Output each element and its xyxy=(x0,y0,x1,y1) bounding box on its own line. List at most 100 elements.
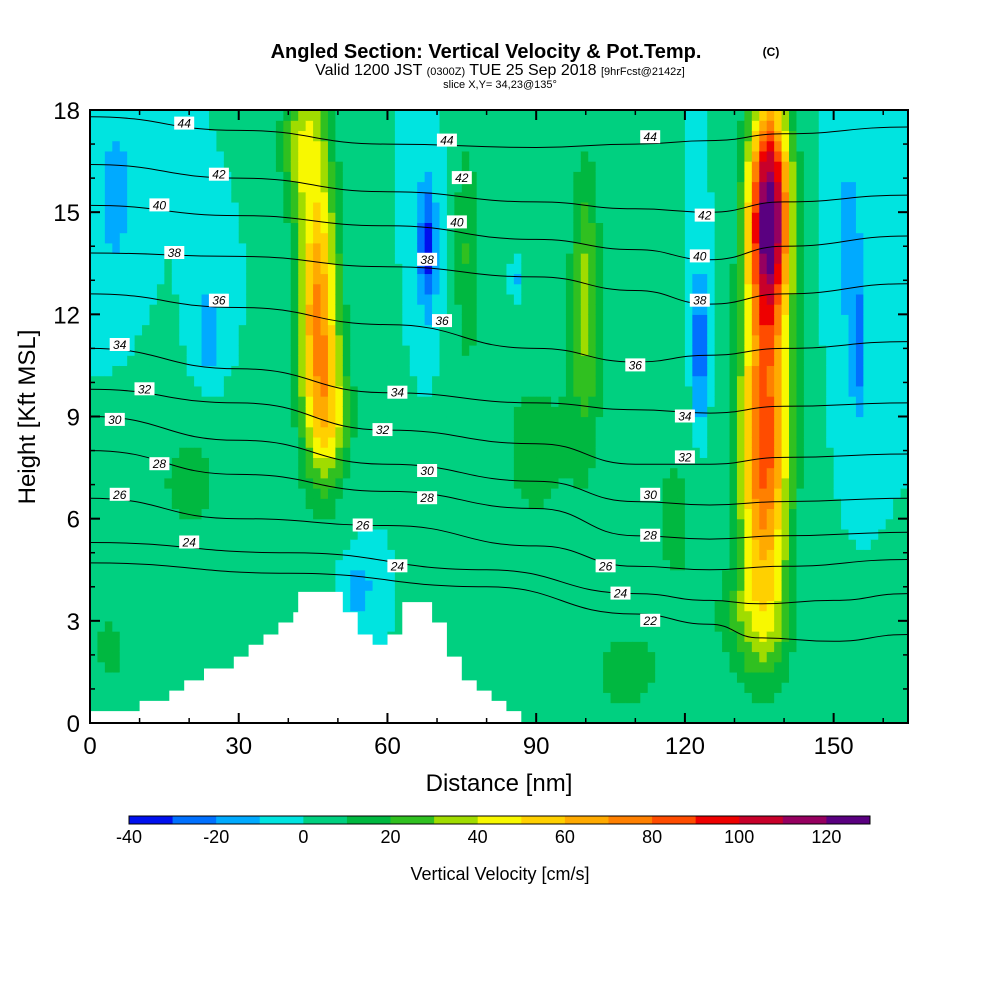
velocity-cell xyxy=(580,508,589,520)
velocity-cell xyxy=(97,467,106,479)
velocity-cell xyxy=(342,549,351,561)
velocity-cell xyxy=(692,447,701,458)
velocity-cell xyxy=(662,569,671,581)
velocity-cell xyxy=(246,283,255,295)
velocity-cell xyxy=(506,457,515,469)
velocity-cell xyxy=(231,477,240,489)
velocity-cell xyxy=(327,304,336,315)
velocity-cell xyxy=(476,406,485,418)
velocity-cell xyxy=(201,263,210,275)
velocity-cell xyxy=(208,120,218,132)
velocity-cell xyxy=(565,150,574,162)
velocity-cell xyxy=(127,426,136,438)
velocity-cell xyxy=(119,590,128,601)
velocity-cell xyxy=(142,508,151,520)
velocity-cell xyxy=(171,304,180,315)
velocity-cell xyxy=(617,150,627,162)
velocity-cell xyxy=(216,140,225,152)
velocity-cell xyxy=(424,181,433,193)
velocity-cell xyxy=(394,375,403,387)
velocity-cell xyxy=(588,355,597,367)
velocity-cell xyxy=(216,569,225,581)
velocity-cell xyxy=(231,242,240,254)
velocity-cell xyxy=(476,385,485,397)
velocity-cell xyxy=(402,130,411,142)
velocity-cell xyxy=(573,569,582,581)
velocity-cell xyxy=(283,181,292,193)
velocity-cell xyxy=(142,283,151,295)
velocity-cell xyxy=(142,130,151,142)
velocity-cell xyxy=(261,447,270,458)
velocity-cell xyxy=(662,314,671,326)
velocity-cell xyxy=(558,539,567,550)
velocity-cell xyxy=(387,447,396,458)
velocity-cell xyxy=(446,181,455,193)
velocity-cell xyxy=(268,416,277,428)
velocity-cell xyxy=(104,610,113,622)
velocity-cell xyxy=(536,355,545,367)
velocity-cell xyxy=(677,712,686,723)
velocity-cell xyxy=(528,682,537,693)
velocity-cell xyxy=(201,161,210,172)
velocity-cell xyxy=(156,385,165,397)
velocity-cell xyxy=(208,181,218,193)
velocity-cell xyxy=(261,528,270,540)
velocity-cell xyxy=(268,610,277,622)
velocity-cell xyxy=(275,590,284,601)
velocity-cell xyxy=(97,365,106,377)
velocity-cell xyxy=(134,671,143,683)
velocity-cell xyxy=(194,222,203,234)
velocity-cell xyxy=(149,600,158,612)
velocity-cell xyxy=(439,355,448,367)
velocity-cell xyxy=(476,150,485,162)
velocity-cell xyxy=(238,130,247,142)
velocity-cell xyxy=(439,590,448,601)
velocity-cell xyxy=(179,528,188,540)
velocity-cell xyxy=(171,457,180,469)
velocity-cell xyxy=(238,171,247,183)
velocity-cell xyxy=(409,406,418,418)
velocity-cell xyxy=(327,212,336,223)
velocity-cell xyxy=(149,488,158,499)
velocity-cell xyxy=(90,324,99,336)
velocity-cell xyxy=(565,620,574,632)
velocity-cell xyxy=(454,344,463,356)
velocity-cell xyxy=(394,110,403,121)
velocity-cell xyxy=(149,365,158,377)
velocity-cell xyxy=(506,283,515,295)
velocity-cell xyxy=(216,600,225,612)
velocity-cell xyxy=(119,375,128,387)
velocity-cell xyxy=(380,304,389,315)
velocity-cell xyxy=(617,355,627,367)
velocity-cell xyxy=(528,396,537,407)
velocity-cell xyxy=(194,283,203,295)
velocity-cell xyxy=(647,671,656,683)
velocity-cell xyxy=(469,559,478,571)
velocity-cell xyxy=(394,283,403,295)
velocity-cell xyxy=(424,549,433,561)
velocity-cell xyxy=(677,385,686,397)
velocity-cell xyxy=(670,385,679,397)
velocity-cell xyxy=(499,600,508,612)
velocity-cell xyxy=(610,130,619,142)
velocity-cell xyxy=(216,641,225,653)
velocity-cell xyxy=(298,140,307,152)
velocity-cell xyxy=(439,416,448,428)
velocity-cell xyxy=(216,222,225,234)
velocity-cell xyxy=(208,518,218,530)
velocity-cell xyxy=(134,528,143,540)
velocity-cell xyxy=(699,569,708,581)
velocity-cell xyxy=(506,416,515,428)
velocity-cell xyxy=(543,283,552,295)
velocity-cell xyxy=(342,334,351,346)
velocity-cell xyxy=(90,569,99,581)
velocity-cell xyxy=(149,692,158,704)
velocity-cell xyxy=(201,559,210,571)
velocity-cell xyxy=(491,334,500,346)
velocity-cell xyxy=(588,273,597,285)
velocity-cell xyxy=(417,242,426,254)
velocity-cell xyxy=(142,344,151,356)
velocity-cell xyxy=(684,682,693,693)
velocity-cell xyxy=(394,120,403,132)
velocity-cell xyxy=(647,600,656,612)
